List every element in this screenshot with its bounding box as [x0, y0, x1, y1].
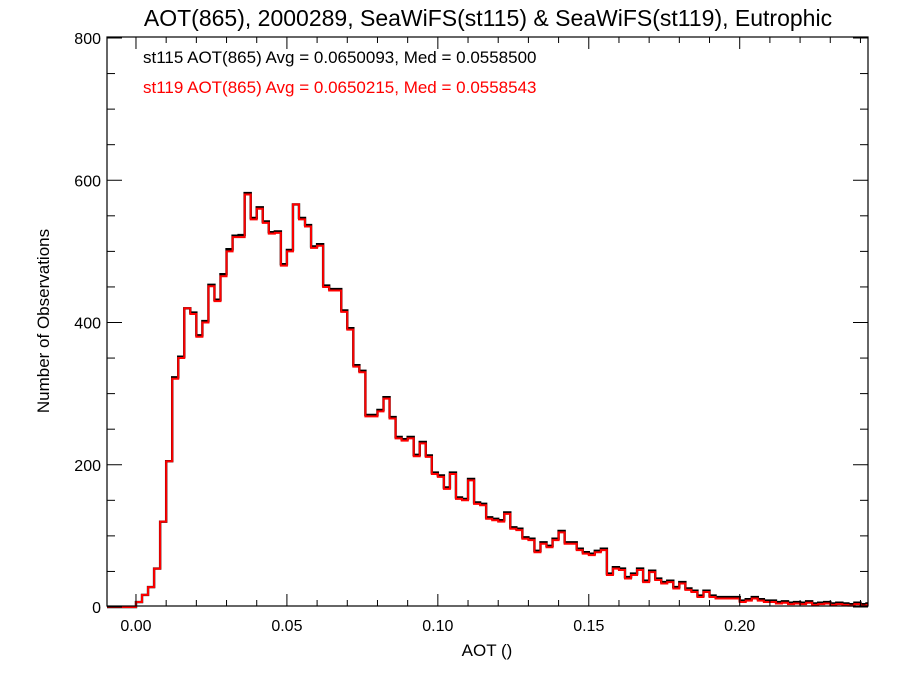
y-tick-label: 800: [74, 31, 101, 48]
series-st115: [107, 191, 868, 609]
x-tick-label: 0.10: [422, 618, 453, 635]
x-tick-label: 0.20: [724, 618, 755, 635]
x-tick-label: 0.15: [573, 618, 604, 635]
x-tick-label: 0.00: [120, 618, 151, 635]
y-tick-label: 0: [92, 600, 101, 617]
axes: 0.00 0.05 0.10 0.15 0.20 0 200 400 600 800: [74, 31, 868, 635]
series-st119: [107, 193, 868, 608]
legend-entry-st119: st119 AOT(865) Avg = 0.0650215, Med = 0.…: [143, 78, 537, 97]
x-axis-label: AOT (): [462, 641, 513, 660]
y-tick-label: 600: [74, 173, 101, 190]
plot-frame: [106, 36, 869, 607]
y-axis-label: Number of Observations: [34, 229, 53, 413]
y-tick-label: 400: [74, 316, 101, 333]
legend-entry-st115: st115 AOT(865) Avg = 0.0650093, Med = 0.…: [143, 48, 537, 67]
x-tick-label: 0.05: [271, 618, 302, 635]
chart-title: AOT(865), 2000289, SeaWiFS(st115) & SeaW…: [144, 5, 832, 31]
y-tick-label: 200: [74, 458, 101, 475]
plot-series: [107, 191, 868, 609]
